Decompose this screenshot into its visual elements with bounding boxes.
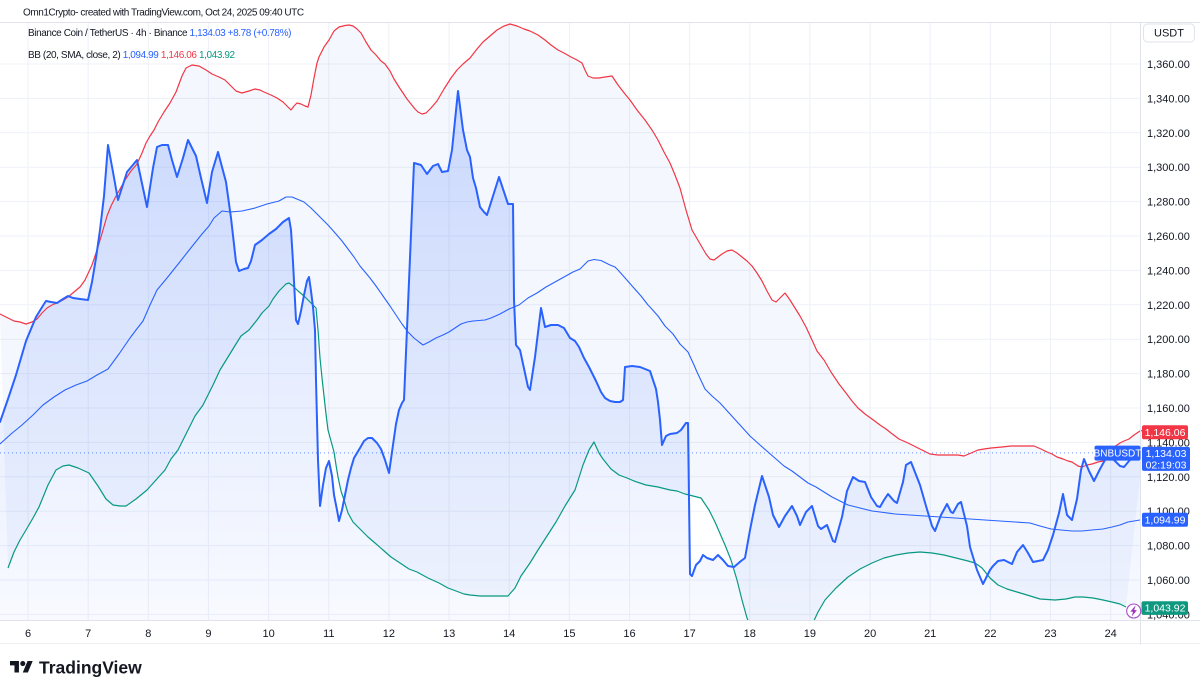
svg-text:1,120.00: 1,120.00 [1147,472,1190,484]
svg-text:1,094.99: 1,094.99 [1145,514,1186,526]
svg-text:20: 20 [864,628,876,640]
svg-text:23: 23 [1044,628,1056,640]
svg-text:1,220.00: 1,220.00 [1147,300,1190,312]
svg-text:19: 19 [804,628,816,640]
svg-text:1,146.06: 1,146.06 [1145,427,1186,439]
svg-text:Omn1Crypto- created with Tradi: Omn1Crypto- created with TradingView.com… [23,8,304,19]
svg-text:1,260.00: 1,260.00 [1147,231,1190,243]
svg-text:1,280.00: 1,280.00 [1147,197,1190,209]
svg-text:Binance Coin / TetherUS · 4h ·: Binance Coin / TetherUS · 4h · Binance 1… [28,28,291,39]
svg-text:BB (20, SMA, close, 2) 1,094.9: BB (20, SMA, close, 2) 1,094.99 1,146.06… [28,50,236,61]
svg-text:1,140.00: 1,140.00 [1147,437,1190,449]
svg-text:1,080.00: 1,080.00 [1147,541,1190,553]
svg-text:1,134.03: 1,134.03 [1146,448,1187,460]
svg-text:BNBUSDT: BNBUSDT [1094,449,1142,460]
svg-text:1,200.00: 1,200.00 [1147,334,1190,346]
svg-text:16: 16 [623,628,635,640]
svg-text:10: 10 [262,628,274,640]
svg-text:02:19:03: 02:19:03 [1146,459,1187,471]
svg-text:1,240.00: 1,240.00 [1147,265,1190,277]
svg-text:8: 8 [145,628,151,640]
svg-text:18: 18 [744,628,756,640]
svg-text:15: 15 [563,628,575,640]
svg-text:1,060.00: 1,060.00 [1147,575,1190,587]
svg-text:13: 13 [443,628,455,640]
svg-text:12: 12 [383,628,395,640]
svg-text:22: 22 [984,628,996,640]
svg-text:11: 11 [323,628,334,640]
svg-text:1,340.00: 1,340.00 [1147,93,1190,105]
svg-text:1,160.00: 1,160.00 [1147,403,1190,415]
svg-text:1,360.00: 1,360.00 [1147,59,1190,71]
svg-text:1,043.92: 1,043.92 [1145,603,1186,615]
svg-text:24: 24 [1105,628,1117,640]
svg-text:21: 21 [924,628,936,640]
svg-text:TradingView: TradingView [39,658,142,678]
svg-text:USDT: USDT [1154,28,1184,40]
svg-text:9: 9 [205,628,211,640]
svg-text:17: 17 [683,628,695,640]
svg-text:1,320.00: 1,320.00 [1147,128,1190,140]
svg-text:1,300.00: 1,300.00 [1147,162,1190,174]
svg-text:6: 6 [25,628,31,640]
svg-text:7: 7 [85,628,91,640]
svg-text:1,180.00: 1,180.00 [1147,369,1190,381]
svg-text:14: 14 [503,628,515,640]
